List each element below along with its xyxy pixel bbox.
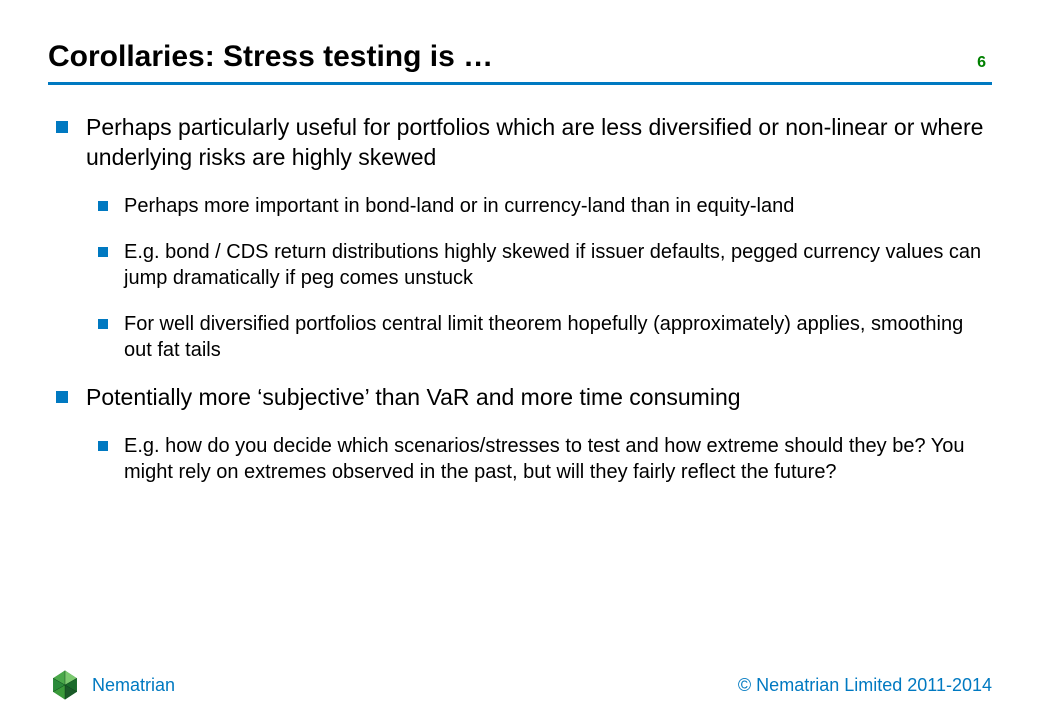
bullet-text: E.g. how do you decide which scenarios/s… <box>124 433 984 485</box>
square-bullet-icon <box>98 201 108 211</box>
slide-footer: Nematrian © Nematrian Limited 2011-2014 <box>48 668 992 702</box>
bullet-text: For well diversified portfolios central … <box>124 311 984 363</box>
bullet-level2: Perhaps more important in bond-land or i… <box>98 193 984 219</box>
bullet-text: Perhaps more important in bond-land or i… <box>124 193 794 219</box>
square-bullet-icon <box>98 319 108 329</box>
slide-title: Corollaries: Stress testing is … <box>48 40 493 74</box>
bullet-text: Potentially more ‘subjective’ than VaR a… <box>86 383 741 413</box>
bullet-level1: Perhaps particularly useful for portfoli… <box>56 113 984 173</box>
footer-copyright: © Nematrian Limited 2011-2014 <box>738 675 992 696</box>
bullet-text: Perhaps particularly useful for portfoli… <box>86 113 984 173</box>
square-bullet-icon <box>56 121 68 133</box>
square-bullet-icon <box>56 391 68 403</box>
square-bullet-icon <box>98 441 108 451</box>
square-bullet-icon <box>98 247 108 257</box>
bullet-level2: E.g. bond / CDS return distributions hig… <box>98 239 984 291</box>
nematrian-logo-icon <box>48 668 82 702</box>
footer-brand: Nematrian <box>92 675 175 696</box>
slide-header: Corollaries: Stress testing is … 6 <box>48 40 992 85</box>
bullet-level2: E.g. how do you decide which scenarios/s… <box>98 433 984 485</box>
bullet-level2: For well diversified portfolios central … <box>98 311 984 363</box>
bullet-level1: Potentially more ‘subjective’ than VaR a… <box>56 383 984 413</box>
footer-left: Nematrian <box>48 668 175 702</box>
slide-content: Perhaps particularly useful for portfoli… <box>48 113 992 485</box>
page-number: 6 <box>977 54 992 74</box>
slide-container: Corollaries: Stress testing is … 6 Perha… <box>0 0 1040 720</box>
bullet-text: E.g. bond / CDS return distributions hig… <box>124 239 984 291</box>
